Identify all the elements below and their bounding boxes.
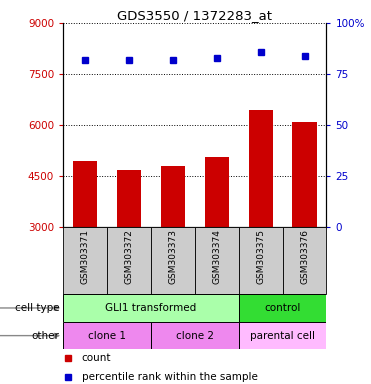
Text: GSM303374: GSM303374 [212, 229, 221, 284]
Bar [151, 227, 195, 294]
Text: GSM303375: GSM303375 [256, 229, 265, 284]
Text: control: control [265, 303, 301, 313]
Bar [73, 161, 97, 227]
Bar [195, 227, 239, 294]
Bar [63, 227, 107, 294]
Text: parental cell: parental cell [250, 331, 315, 341]
Text: other: other [32, 331, 59, 341]
Bar [239, 322, 326, 349]
Text: GSM303373: GSM303373 [168, 229, 177, 284]
Bar [107, 227, 151, 294]
Bar [239, 227, 283, 294]
Bar [249, 110, 273, 227]
Bar [117, 170, 141, 227]
Bar [283, 227, 326, 294]
Text: clone 2: clone 2 [176, 331, 214, 341]
Bar [151, 322, 239, 349]
Bar [63, 322, 151, 349]
Title: GDS3550 / 1372283_at: GDS3550 / 1372283_at [117, 9, 272, 22]
Bar [161, 166, 185, 227]
Text: cell type: cell type [15, 303, 59, 313]
Text: clone 1: clone 1 [88, 331, 126, 341]
Text: count: count [82, 353, 111, 363]
Text: percentile rank within the sample: percentile rank within the sample [82, 372, 257, 382]
Text: GSM303376: GSM303376 [300, 229, 309, 284]
Bar [63, 294, 239, 322]
Text: GSM303371: GSM303371 [81, 229, 89, 284]
Text: GSM303372: GSM303372 [124, 229, 134, 284]
Bar [292, 122, 316, 227]
Text: GLI1 transformed: GLI1 transformed [105, 303, 197, 313]
Bar [205, 157, 229, 227]
Bar [239, 294, 326, 322]
